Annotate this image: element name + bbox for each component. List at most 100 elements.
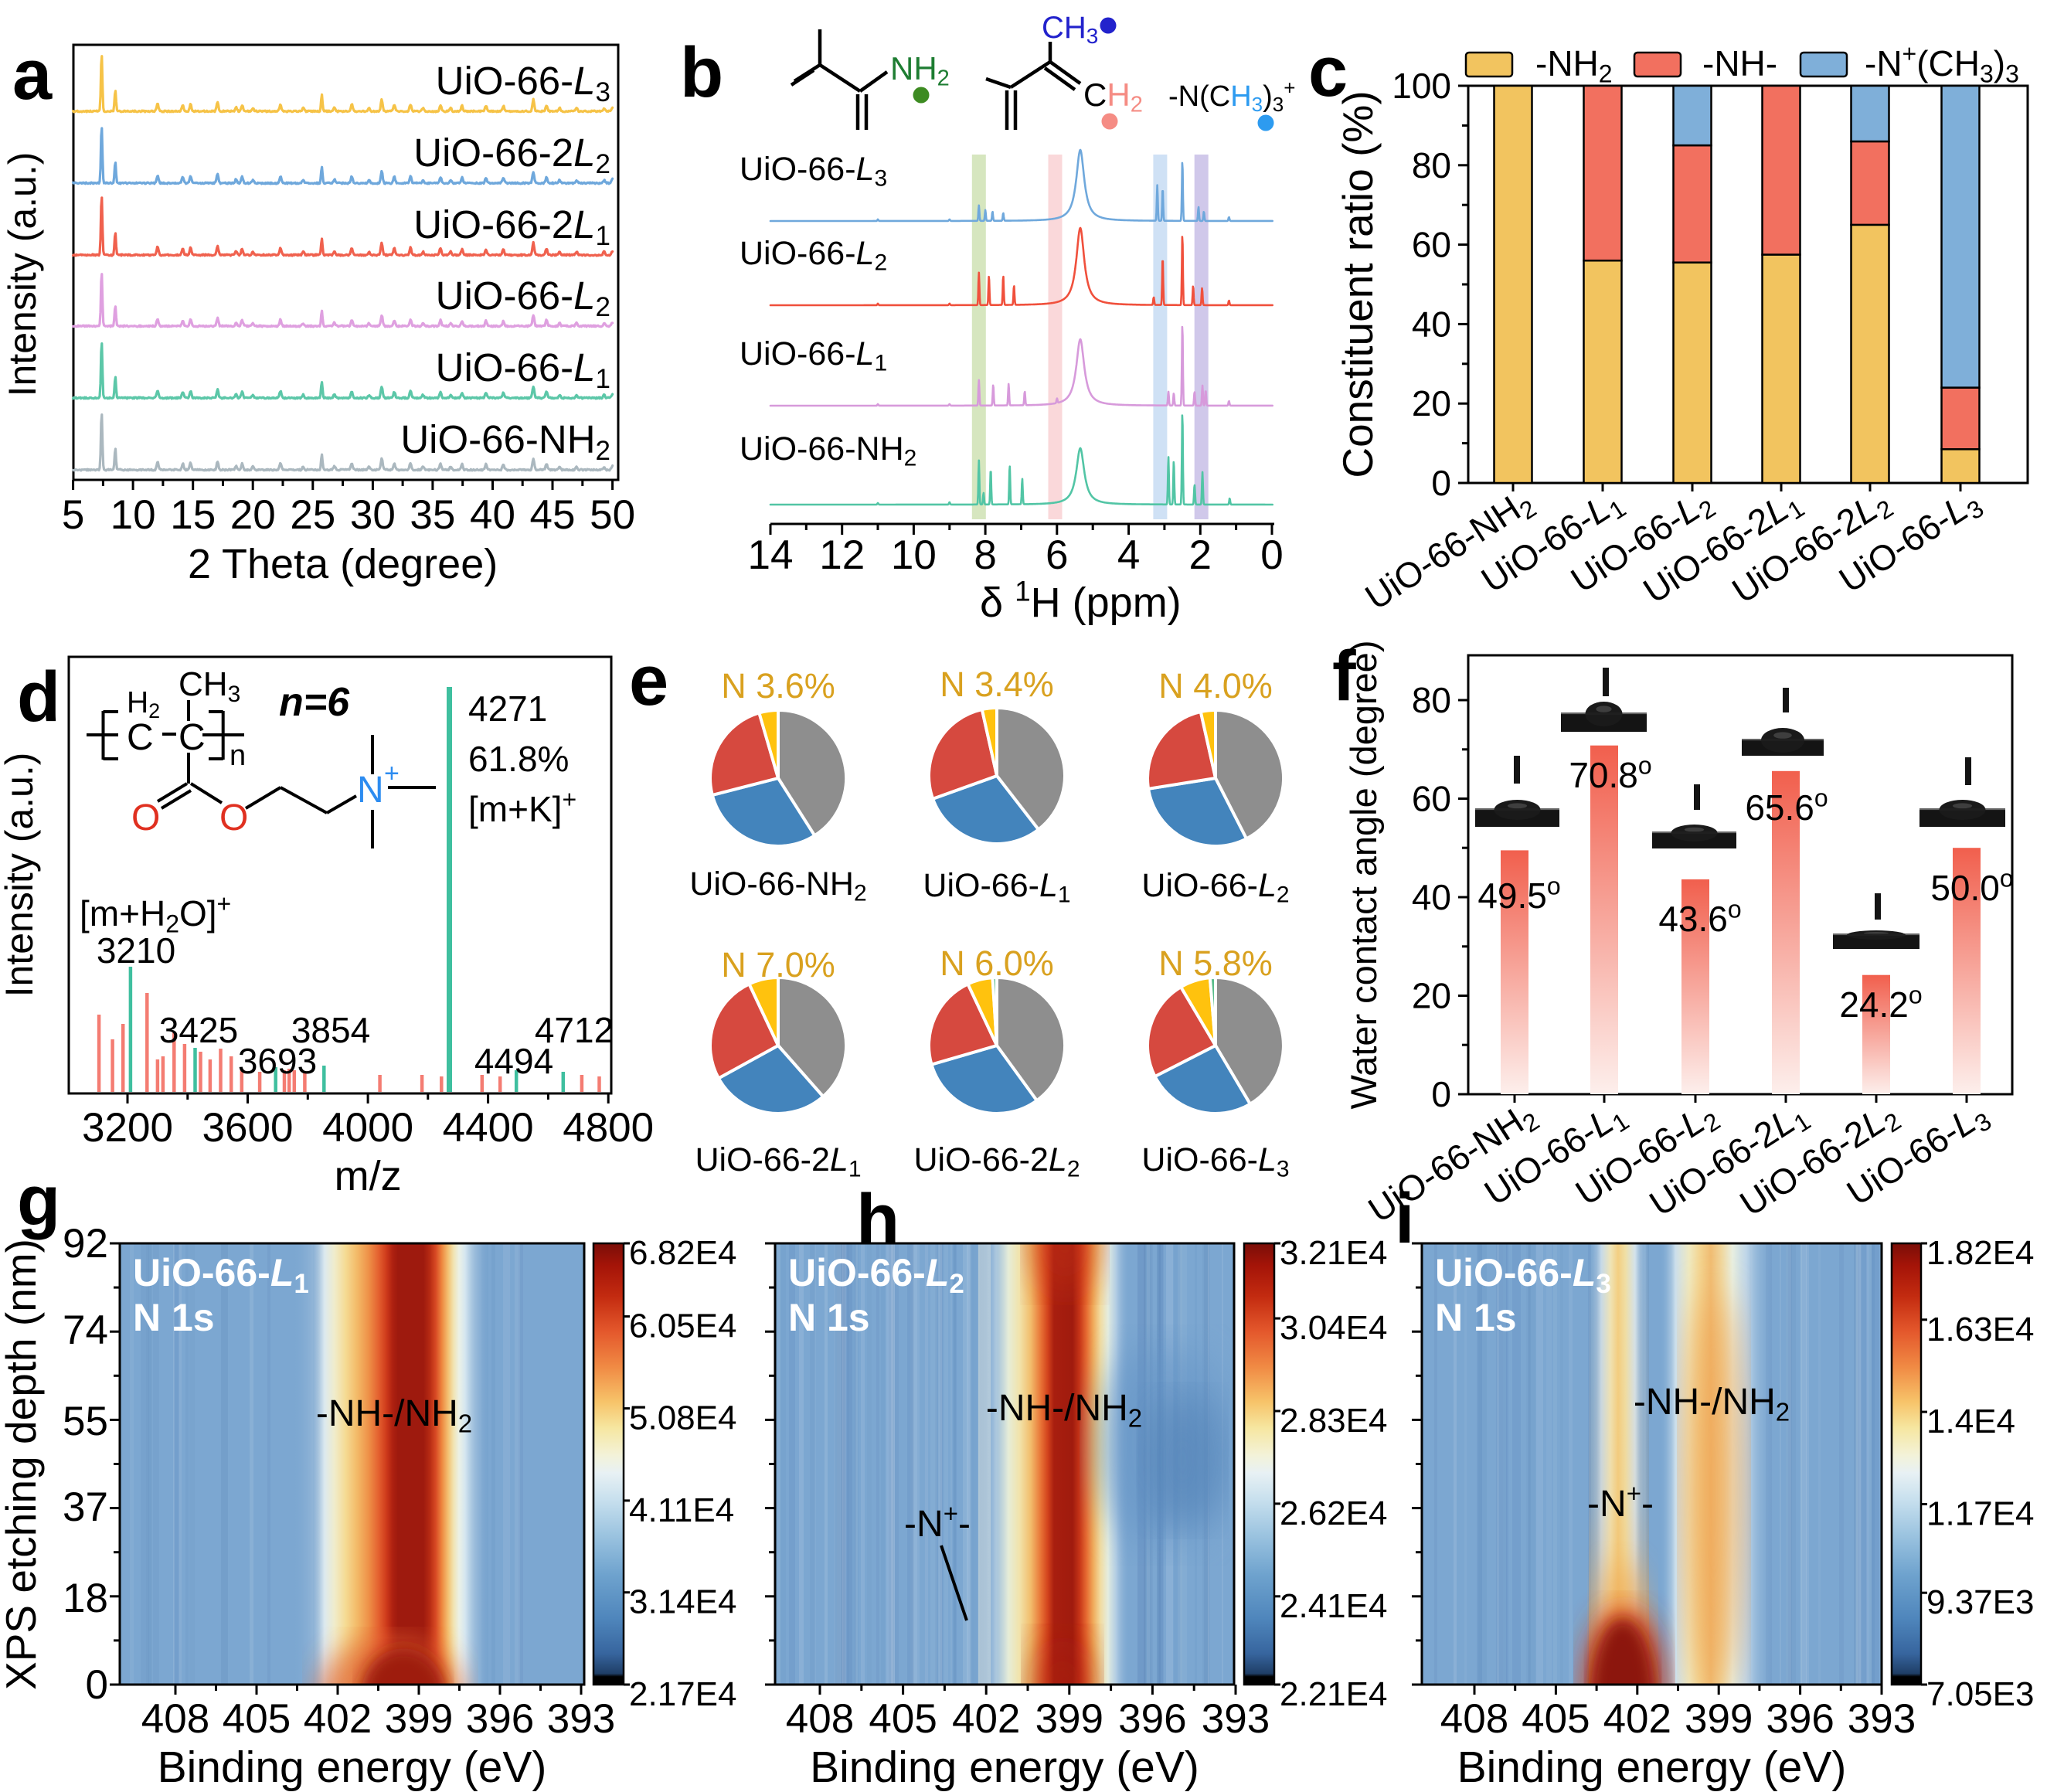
svg-text:4800: 4800 [563,1105,654,1151]
svg-text:35: 35 [410,492,455,538]
svg-text:396: 396 [466,1696,534,1742]
svg-text:5.08E4: 5.08E4 [629,1399,736,1437]
svg-text:396: 396 [1766,1696,1834,1742]
svg-text:Intensity (a.u.): Intensity (a.u.) [0,753,41,998]
svg-text:UiO-66-L2: UiO-66-L2 [1141,867,1289,908]
svg-text:Binding energy (eV): Binding energy (eV) [158,1743,547,1792]
svg-text:UiO-66-L2: UiO-66-L2 [436,274,610,322]
svg-text:65.6o: 65.6o [1745,784,1828,828]
svg-text:1.63E4: 1.63E4 [1926,1311,2034,1348]
svg-text:3693: 3693 [238,1041,317,1081]
svg-text:UiO-66-L1: UiO-66-L1 [740,335,887,376]
svg-text:20: 20 [1412,976,1451,1016]
svg-text:60: 60 [1412,225,1451,265]
svg-text:O: O [219,797,248,838]
svg-text:-N+(CH3)3: -N+(CH3)3 [1865,40,2019,88]
svg-text:24.2o: 24.2o [1839,981,1922,1025]
svg-text:393: 393 [1202,1696,1270,1742]
svg-text:N: N [357,770,384,811]
svg-text:UiO-66-L2: UiO-66-L2 [740,235,887,276]
svg-text:61.8%: 61.8% [468,739,569,779]
svg-text:δ 1H (ppm): δ 1H (ppm) [980,576,1182,627]
svg-text:43.6o: 43.6o [1658,896,1741,940]
svg-text:5: 5 [62,492,84,538]
svg-text:n=6: n=6 [279,680,350,725]
svg-text:0: 0 [1431,463,1451,503]
svg-text:-NH-/NH2: -NH-/NH2 [316,1393,472,1438]
svg-text:37: 37 [63,1484,108,1530]
svg-text:3600: 3600 [202,1105,294,1151]
svg-text:UiO-66-L1: UiO-66-L1 [436,345,610,394]
svg-text:C: C [127,717,154,758]
svg-text:3.14E4: 3.14E4 [629,1583,736,1621]
svg-text:14: 14 [748,532,794,578]
svg-text:2.21E4: 2.21E4 [1280,1675,1387,1713]
svg-text:2.17E4: 2.17E4 [629,1675,736,1713]
svg-text:40: 40 [1412,304,1451,344]
svg-text:49.5o: 49.5o [1477,872,1560,916]
svg-text:10: 10 [111,492,156,538]
svg-text:50: 50 [590,492,635,538]
svg-text:393: 393 [1848,1696,1916,1742]
svg-text:UiO-66-NH2: UiO-66-NH2 [689,865,866,906]
svg-text:10: 10 [891,532,937,578]
svg-text:N 5.8%: N 5.8% [1158,944,1273,983]
svg-text:50.0o: 50.0o [1930,865,2013,909]
svg-text:N 1s: N 1s [1435,1296,1517,1339]
svg-text:402: 402 [952,1696,1020,1742]
svg-text:60: 60 [1412,779,1451,819]
svg-text:7.05E3: 7.05E3 [1926,1675,2034,1713]
svg-text:g: g [17,1161,60,1240]
svg-text:393: 393 [547,1696,615,1742]
svg-text:UiO-66-NH2: UiO-66-NH2 [400,417,610,466]
svg-text:b: b [680,33,723,112]
svg-text:UiO-66-NH2: UiO-66-NH2 [740,430,916,471]
svg-text:55: 55 [63,1399,108,1444]
svg-text:1.4E4: 1.4E4 [1926,1403,2015,1440]
svg-text:4271: 4271 [468,689,547,729]
svg-text:20: 20 [230,492,276,538]
svg-text:UiO-66-L1: UiO-66-L1 [923,867,1070,908]
svg-text:i: i [1395,1179,1415,1258]
svg-text:UiO-66-L2: UiO-66-L2 [788,1251,964,1299]
svg-text:-NH-/NH2: -NH-/NH2 [1634,1382,1790,1426]
svg-text:399: 399 [385,1696,453,1742]
svg-text:402: 402 [304,1696,372,1742]
svg-text:3200: 3200 [82,1105,173,1151]
svg-text:c: c [1308,32,1348,111]
svg-text:40: 40 [1412,877,1451,917]
svg-text:-N+-: -N+- [1587,1479,1654,1525]
svg-text:N 1s: N 1s [788,1296,870,1339]
svg-text:UiO-66-L3: UiO-66-L3 [1141,1141,1289,1182]
svg-text:N 6.0%: N 6.0% [940,944,1054,983]
svg-text:12: 12 [819,532,865,578]
svg-text:74: 74 [63,1307,108,1353]
svg-text:-NH-/NH2: -NH-/NH2 [986,1388,1142,1433]
svg-text:C: C [179,717,206,758]
svg-text:0: 0 [86,1662,108,1708]
svg-text:[m+K]+: [m+K]+ [468,786,576,830]
svg-text:[m+H2O]+: [m+H2O]+ [80,890,231,938]
svg-text:2.41E4: 2.41E4 [1280,1587,1387,1625]
svg-text:UiO-66-2L1: UiO-66-2L1 [413,202,610,251]
svg-text:6.05E4: 6.05E4 [629,1307,736,1345]
svg-text:408: 408 [141,1696,209,1742]
svg-text:80: 80 [1412,145,1451,185]
svg-text:4.11E4: 4.11E4 [629,1491,734,1529]
svg-text:UiO-66-2L2: UiO-66-2L2 [913,1141,1080,1182]
svg-text:402: 402 [1603,1696,1671,1742]
svg-text:6.82E4: 6.82E4 [629,1234,736,1272]
svg-text:4494: 4494 [474,1041,553,1081]
svg-text:20: 20 [1412,383,1451,423]
svg-text:CH3: CH3 [179,665,240,707]
svg-text:6: 6 [1046,532,1068,578]
svg-text:XPS etching depth (nm): XPS etching depth (nm) [0,1239,45,1690]
svg-text:405: 405 [869,1696,937,1742]
svg-text:CH3: CH3 [1042,11,1098,48]
svg-text:N 4.0%: N 4.0% [1158,666,1273,706]
svg-text:100: 100 [1392,66,1451,106]
svg-text:Intensity (a.u.): Intensity (a.u.) [1,152,44,397]
svg-text:-NH2: -NH2 [1535,43,1613,87]
svg-text:25: 25 [290,492,335,538]
svg-text:-N(CH3)3+: -N(CH3)3+ [1168,77,1295,116]
